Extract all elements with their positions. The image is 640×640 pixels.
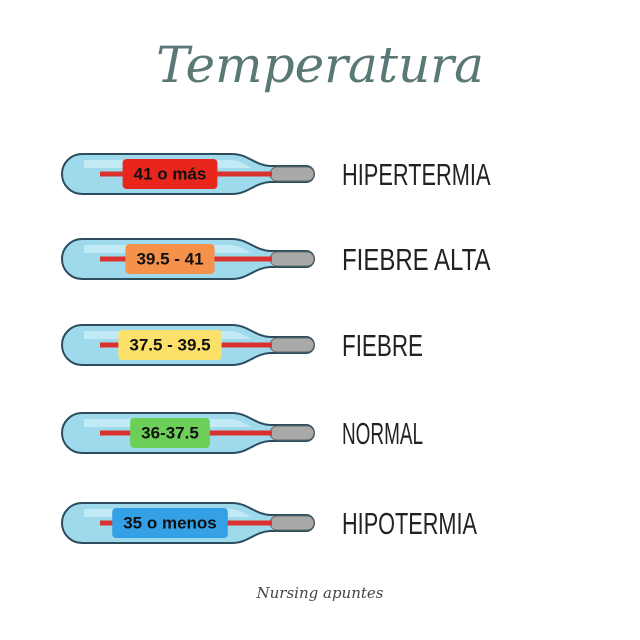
range-label: 36-37.5: [141, 423, 199, 442]
thermometer-tip: [269, 425, 315, 441]
range-label: 41 o más: [134, 164, 207, 183]
range-label: 37.5 - 39.5: [129, 335, 210, 354]
range-badge: [118, 330, 222, 360]
range-badge: [122, 159, 218, 189]
thermometer-tip: [269, 251, 315, 267]
range-badge: [112, 508, 228, 538]
row: 35 o menos HIPOTERMIA: [61, 502, 477, 544]
row: 41 o más HIPERTERMIA: [61, 153, 491, 195]
row: 37.5 - 39.5 FIEBRE: [61, 324, 423, 366]
state-label: FIEBRE ALTA: [342, 242, 491, 277]
row: 36-37.5 NORMAL: [61, 412, 423, 454]
state-label: NORMAL: [342, 416, 423, 451]
row: 39.5 - 41 FIEBRE ALTA: [61, 238, 491, 280]
thermometer-tip: [269, 166, 315, 182]
state-label: FIEBRE: [342, 328, 423, 363]
title: Temperatura: [156, 36, 484, 94]
range-badge: [125, 244, 215, 274]
footer: Nursing apuntes: [256, 584, 384, 602]
state-label: HIPOTERMIA: [342, 506, 477, 541]
range-label: 35 o menos: [123, 513, 217, 532]
state-label: HIPERTERMIA: [342, 157, 491, 192]
range-label: 39.5 - 41: [136, 249, 203, 268]
thermometer-tip: [269, 337, 315, 353]
thermometer-tip: [269, 515, 315, 531]
range-badge: [130, 418, 210, 448]
